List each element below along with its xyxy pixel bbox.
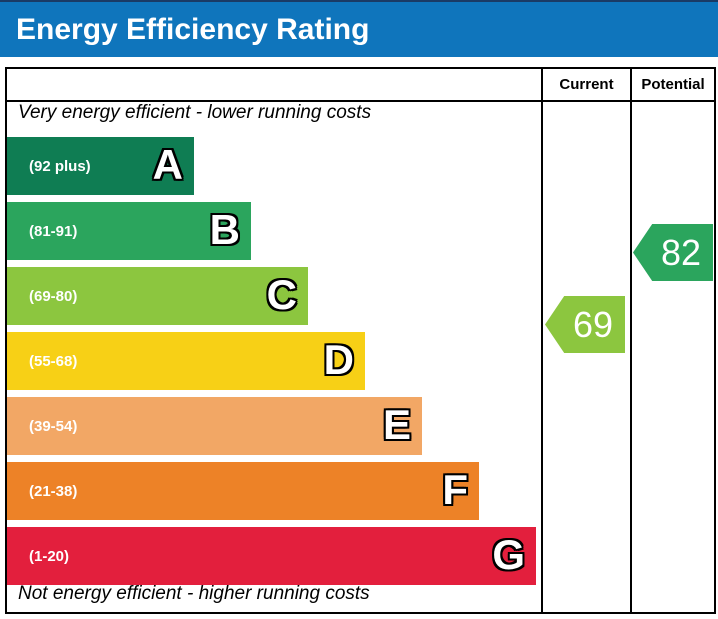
current-rating-marker: 69: [545, 296, 625, 353]
page-title: Energy Efficiency Rating: [16, 12, 370, 46]
column-header-current: Current: [559, 76, 614, 93]
header-divider-line: [7, 100, 714, 102]
band-a-letter: A: [152, 141, 183, 189]
epc-band-g: (1-20) G: [7, 527, 536, 585]
epc-band-b: (81-91) B: [7, 202, 251, 260]
band-g-letter: G: [492, 531, 525, 579]
band-f-letter: F: [442, 466, 468, 514]
caption-very-efficient: Very energy efficient - lower running co…: [18, 102, 372, 123]
band-d-range-label: (55-68): [29, 352, 78, 370]
band-c-range-label: (69-80): [29, 287, 78, 305]
band-e-range-label: (39-54): [29, 417, 78, 435]
current-column-divider: [541, 69, 543, 612]
band-b-range-label: (81-91): [29, 222, 78, 240]
band-f-range-label: (21-38): [29, 482, 78, 500]
epc-band-e: (39-54) E: [7, 397, 422, 455]
top-border-line: [0, 0, 718, 2]
band-e-letter: E: [382, 401, 411, 449]
band-d-letter: D: [323, 336, 354, 384]
current-rating-value: 69: [572, 303, 614, 345]
epc-band-a: (92 plus) A: [7, 137, 194, 195]
column-header-potential: Potential: [641, 76, 705, 93]
title-bar: Energy Efficiency Rating: [0, 2, 718, 57]
band-a-range-label: (92 plus): [29, 157, 91, 175]
band-c-letter: C: [266, 271, 297, 319]
caption-not-efficient: Not energy efficient - higher running co…: [18, 583, 370, 604]
potential-column-divider: [630, 69, 632, 612]
potential-rating-value: 82: [660, 231, 702, 273]
epc-band-c: (69-80) C: [7, 267, 308, 325]
band-g-range-label: (1-20): [29, 547, 70, 565]
epc-band-d: (55-68) D: [7, 332, 365, 390]
band-b-letter: B: [209, 206, 240, 254]
potential-rating-marker: 82: [633, 224, 713, 281]
epc-band-f: (21-38) F: [7, 462, 479, 520]
rating-table: Current Potential Very energy efficient …: [5, 67, 716, 614]
